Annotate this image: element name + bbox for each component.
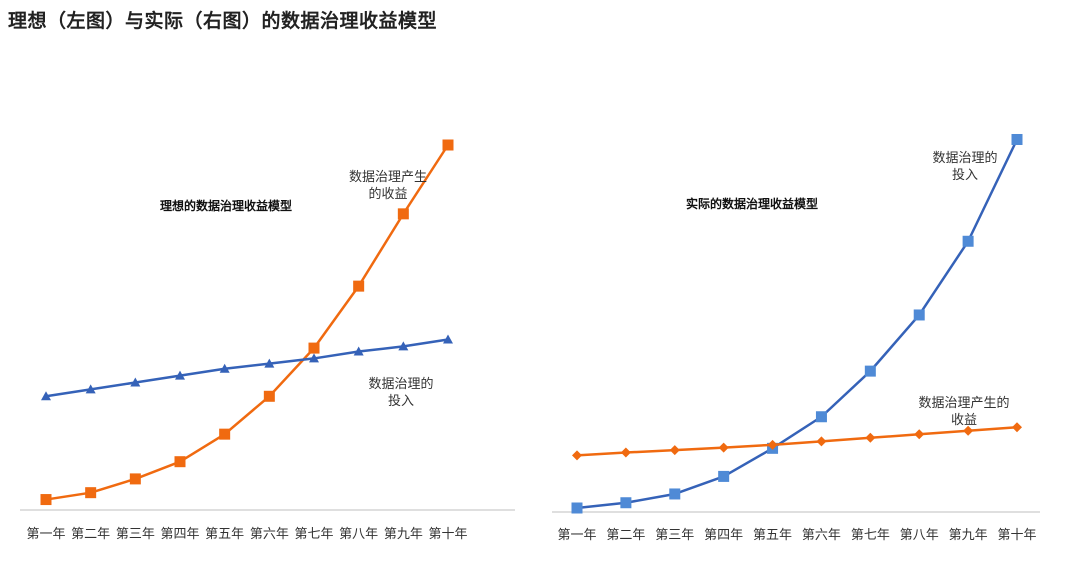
data-point	[174, 456, 186, 468]
page-title: 理想（左图）与实际（右图）的数据治理收益模型	[8, 10, 438, 32]
x-tick-label: 第九年	[384, 527, 423, 542]
x-tick-label: 第六年	[802, 528, 841, 543]
data-point	[353, 280, 365, 292]
x-tick-label: 第十年	[997, 528, 1036, 543]
data-point	[620, 497, 632, 509]
data-point	[572, 450, 582, 461]
series-label: 数据治理产生的收益	[918, 395, 1009, 428]
series-line	[576, 138, 1019, 510]
chart-1: 第一年 第二年 第三年 第四年 第五年 第六年 第七年 第八年 第九年 第十年 理想的数据治理收益模…	[20, 139, 515, 542]
data-point	[816, 436, 827, 447]
data-point	[718, 470, 730, 482]
x-tick-label: 第八年	[339, 527, 378, 542]
data-point	[353, 346, 364, 356]
data-point	[1011, 133, 1023, 145]
x-tick-label: 第四年	[704, 528, 743, 543]
data-point	[669, 488, 681, 500]
x-tick-label: 第五年	[205, 527, 244, 542]
series-line	[45, 338, 449, 398]
data-point	[263, 390, 275, 402]
x-tick-label: 第八年	[900, 528, 939, 543]
series-label: 数据治理的投入	[368, 376, 433, 409]
data-point	[41, 391, 51, 401]
x-tick-label: 第七年	[851, 528, 890, 543]
x-tick-label: 第二年	[606, 528, 645, 543]
data-point	[571, 502, 583, 514]
x-tick-label: 第九年	[949, 528, 988, 543]
data-point	[767, 439, 778, 450]
x-tick-label: 第三年	[116, 527, 155, 542]
data-point	[397, 208, 409, 220]
x-tick-label: 第七年	[294, 527, 333, 542]
data-point	[398, 341, 409, 351]
data-point	[815, 411, 827, 423]
x-tick-label: 第二年	[71, 527, 110, 542]
data-point	[219, 363, 230, 373]
data-point	[913, 309, 925, 321]
data-point	[85, 384, 96, 394]
data-point	[864, 365, 876, 377]
x-tick-label: 第五年	[753, 528, 792, 543]
data-point	[309, 353, 319, 363]
data-point	[443, 334, 453, 344]
data-point	[669, 445, 680, 456]
chart-title: 实际的数据治理收益模型	[686, 196, 818, 211]
data-point	[914, 429, 925, 440]
series-line	[576, 426, 1018, 457]
data-point	[442, 139, 454, 151]
series-label: 数据治理的投入	[932, 150, 997, 183]
x-tick-label: 第三年	[655, 528, 694, 543]
data-point	[175, 370, 185, 380]
chart-2: 第一年 第二年 第三年 第四年 第五年 第六年 第七年 第八年 第九年 第十年 实际的数据治理收益模…	[552, 133, 1040, 543]
data-point	[718, 442, 729, 453]
data-point	[1012, 422, 1022, 433]
data-point	[264, 358, 275, 368]
data-point	[219, 428, 231, 440]
data-point	[85, 487, 97, 499]
data-point	[620, 447, 631, 458]
data-point	[130, 377, 141, 387]
data-point	[865, 432, 876, 443]
x-tick-label: 第六年	[250, 527, 289, 542]
x-tick-label: 第十年	[428, 527, 467, 542]
data-point	[129, 473, 141, 485]
series-label: 数据治理产生的收益	[349, 170, 427, 202]
chart-title: 理想的数据治理收益模型	[160, 198, 292, 213]
x-tick-label: 第四年	[160, 527, 199, 542]
data-point	[40, 494, 52, 506]
series-line	[45, 144, 450, 501]
data-point	[963, 425, 974, 436]
data-point	[962, 235, 974, 247]
x-tick-label: 第一年	[26, 527, 65, 542]
x-tick-label: 第一年	[557, 528, 596, 543]
data-point	[308, 342, 320, 354]
